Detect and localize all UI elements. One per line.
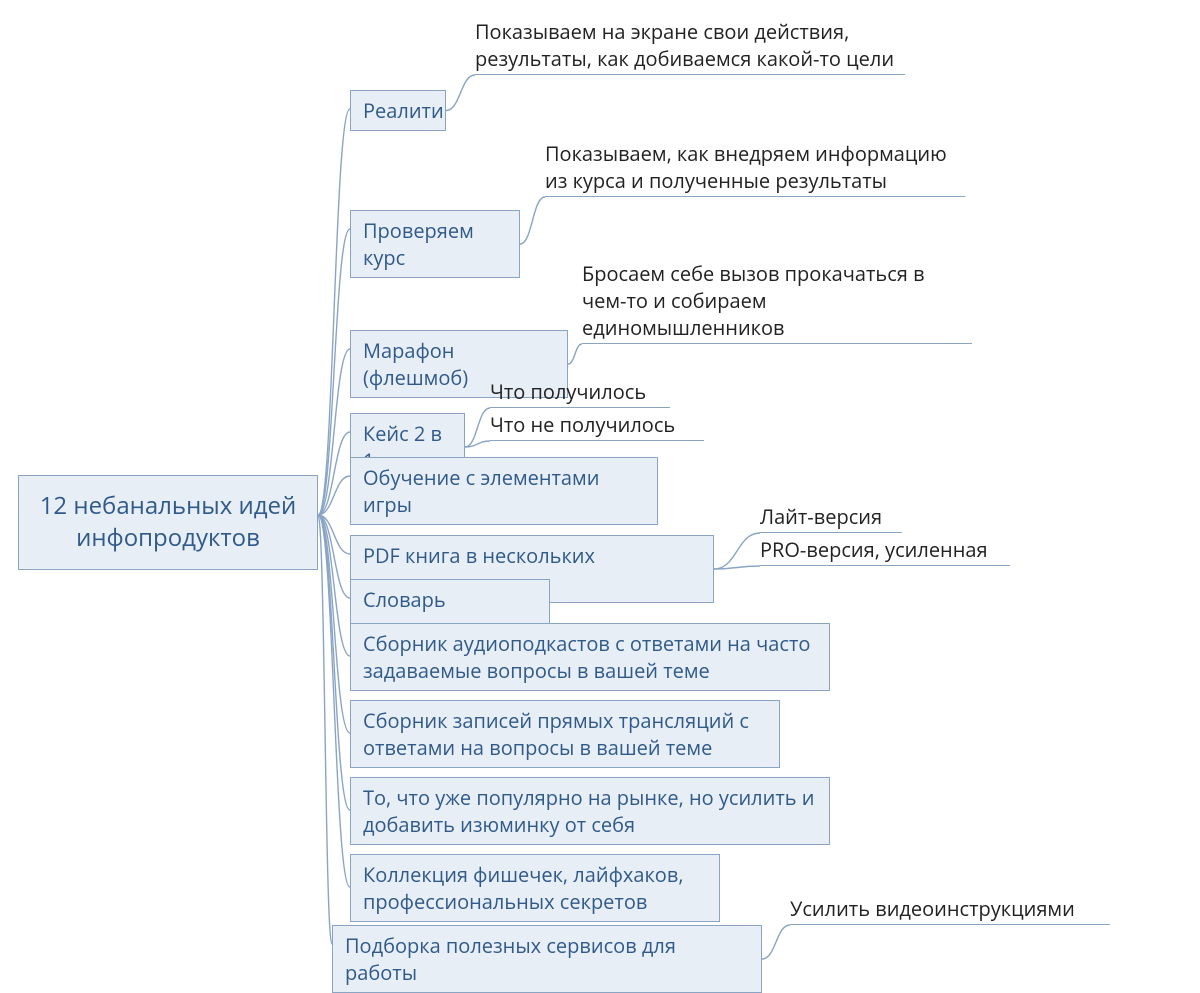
leaf-3-0: Что получилось bbox=[490, 378, 670, 408]
branch-node-1: Проверяем курс bbox=[350, 210, 520, 278]
branch-node-9: То, что уже популярно на рынке, но усили… bbox=[350, 777, 830, 845]
leaf-2-0: Бросаем себе вызов прокачаться в чем-то … bbox=[582, 260, 972, 344]
branch-node-4: Обучение с элементами игры bbox=[350, 457, 658, 525]
leaf-3-1: Что не получилось bbox=[490, 411, 704, 441]
branch-node-8: Сборник записей прямых трансляций с отве… bbox=[350, 700, 780, 768]
leaf-0-0: Показываем на экране свои действия, резу… bbox=[475, 18, 905, 75]
leaf-5-0: Лайт-версия bbox=[760, 503, 902, 533]
branch-node-7: Сборник аудиоподкастов с ответами на час… bbox=[350, 623, 830, 691]
branch-node-0: Реалити bbox=[350, 90, 446, 131]
root-node: 12 небанальных идей инфопродуктов bbox=[18, 475, 318, 570]
leaf-5-1: PRO-версия, усиленная bbox=[760, 536, 1010, 566]
leaf-11-0: Усилить видеоинструкциями bbox=[790, 895, 1110, 925]
branch-node-11: Подборка полезных сервисов для работы bbox=[332, 925, 762, 993]
leaf-1-0: Показываем, как внедряем информацию из к… bbox=[545, 140, 965, 197]
branch-node-10: Коллекция фишечек, лайфхаков, профессион… bbox=[350, 854, 720, 922]
